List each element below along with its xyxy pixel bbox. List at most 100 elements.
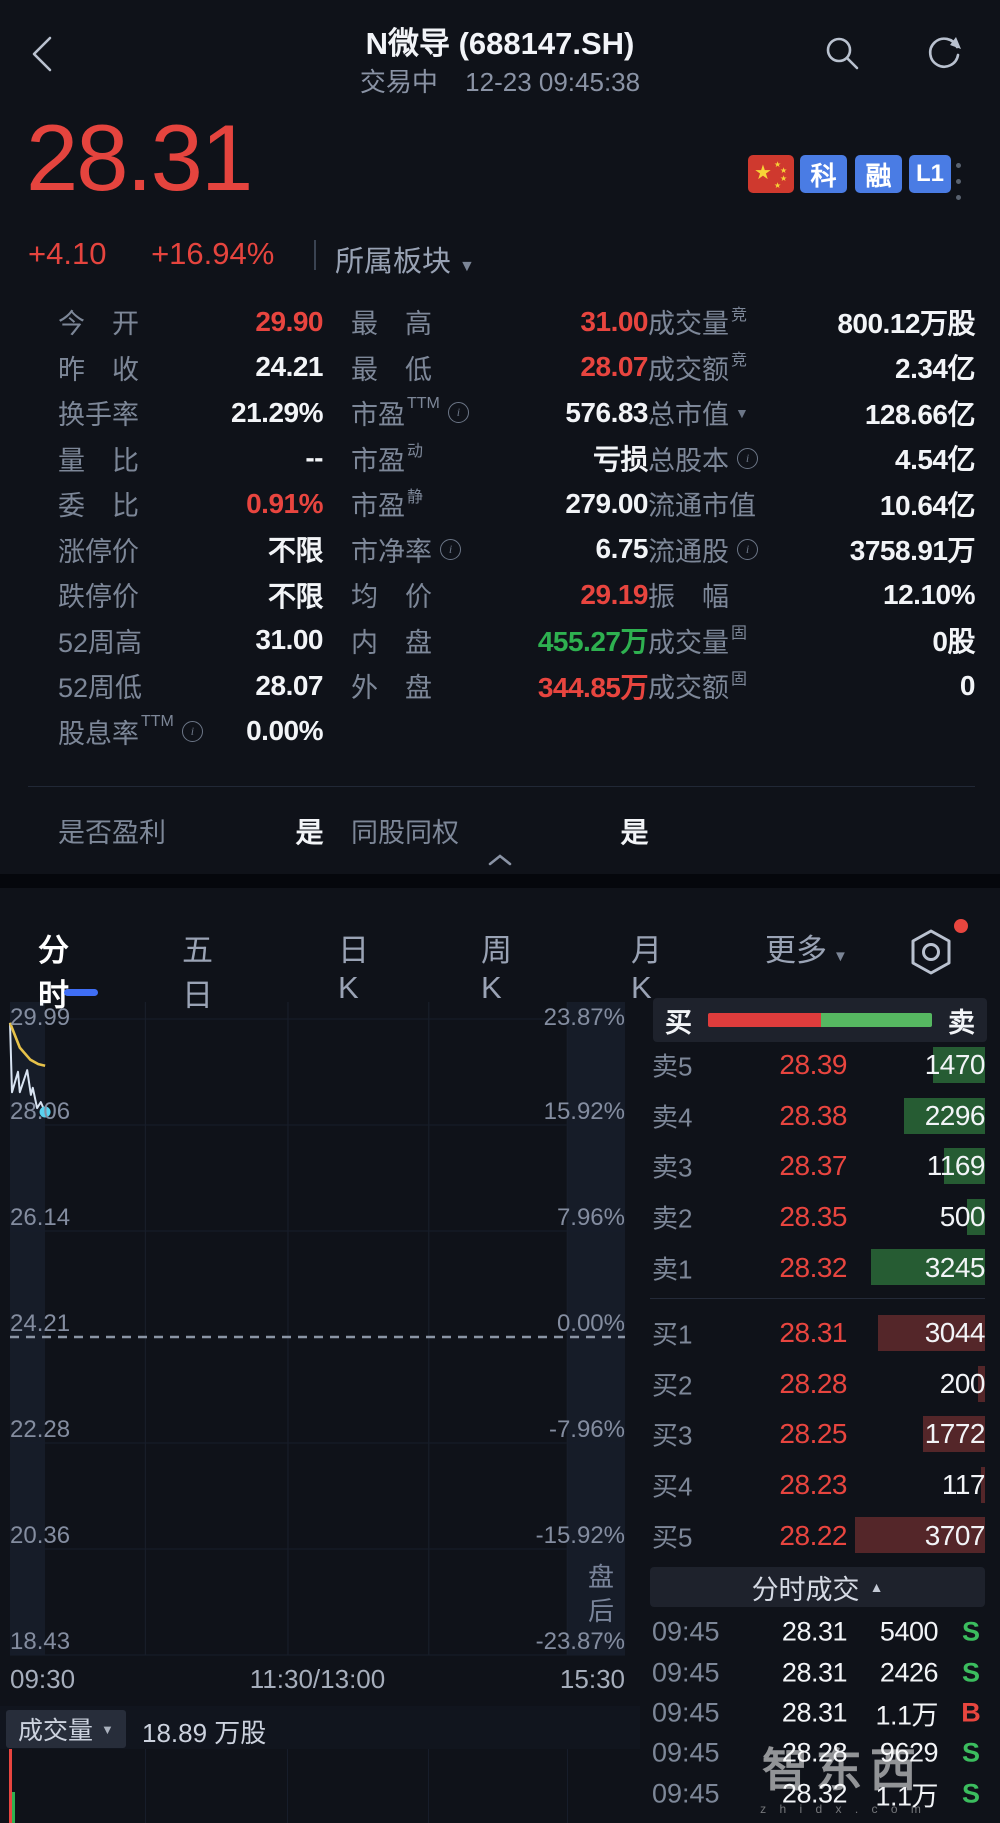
stat-value: 28.07 bbox=[255, 669, 323, 701]
trade-row: 09:45 28.31 2426 S bbox=[640, 1652, 1000, 1692]
stat-value: 3758.91万 bbox=[849, 535, 976, 567]
stat-label: 量 比 bbox=[58, 445, 139, 476]
order-price: 28.35 bbox=[779, 1201, 847, 1233]
buy-ratio-segment bbox=[708, 1013, 822, 1027]
buy-row[interactable]: 买3 28.25 1772 bbox=[640, 1409, 1000, 1460]
buy-row[interactable]: 买2 28.28 200 bbox=[640, 1359, 1000, 1410]
avg-price-line bbox=[8, 1022, 46, 1068]
order-qty-bar bbox=[923, 1416, 985, 1453]
info-icon[interactable]: i bbox=[181, 720, 203, 742]
stat-value: 不限 bbox=[267, 535, 324, 567]
stat-cell: 市净率 i 6.75 bbox=[323, 527, 648, 573]
sell-row[interactable]: 卖5 28.39 1470 bbox=[640, 1040, 1000, 1091]
stat-value: 128.66亿 bbox=[864, 398, 976, 430]
trade-row: 09:45 28.28 9629 S bbox=[640, 1733, 1000, 1773]
stat-value: 279.00 bbox=[565, 487, 648, 519]
tab-五日[interactable]: 五日 bbox=[182, 933, 213, 1013]
volume-indicator-selector[interactable]: 成交量 ▼ bbox=[6, 1710, 126, 1748]
trade-price: 28.31 bbox=[781, 1657, 848, 1688]
info-icon[interactable]: i bbox=[440, 538, 461, 560]
stat-label: 换手率 bbox=[58, 400, 139, 431]
price-change: +4.10 bbox=[28, 236, 107, 271]
sell-row[interactable]: 卖3 28.37 1169 bbox=[640, 1141, 1000, 1192]
badge-l1[interactable]: L1 bbox=[909, 155, 951, 193]
intraday-chart[interactable] bbox=[0, 1000, 640, 1660]
stat-label: 最 高 bbox=[351, 309, 432, 340]
sell-row[interactable]: 卖2 28.35 500 bbox=[640, 1192, 1000, 1243]
stat-value: 21.29% bbox=[231, 396, 323, 428]
stat-label: 成交额竞 bbox=[648, 348, 747, 387]
stat-cell: 流通股 i 3758.91万 bbox=[648, 527, 976, 573]
sell-row[interactable]: 卖4 28.38 2296 bbox=[640, 1091, 1000, 1142]
stat-value: 2.34亿 bbox=[895, 353, 976, 385]
screenshot-icon[interactable] bbox=[908, 928, 954, 978]
trade-price: 28.31 bbox=[781, 1616, 848, 1647]
order-qty: 200 bbox=[939, 1367, 986, 1399]
stat-cell: 成交额竞 2.34亿 bbox=[648, 345, 976, 391]
order-qty-bar bbox=[978, 1365, 985, 1402]
sell-row[interactable]: 卖1 28.32 3245 bbox=[640, 1242, 1000, 1293]
sell-ratio-segment bbox=[821, 1013, 932, 1027]
trade-row: 09:45 28.31 5400 S bbox=[640, 1612, 1000, 1652]
stat-label: 涨停价 bbox=[58, 536, 139, 567]
tab-more[interactable]: 更多 ▼ bbox=[765, 925, 848, 970]
stat-label: 52周高 bbox=[58, 627, 143, 658]
sector-selector[interactable]: 所属板块 ▼ bbox=[335, 238, 475, 280]
stat-cell: 总市值 ▼ 128.66亿 bbox=[648, 390, 976, 436]
trading-status-bar: 交易中 12-23 09:45:38 bbox=[0, 62, 1000, 99]
order-price: 28.25 bbox=[779, 1418, 847, 1450]
profit-value: 是 bbox=[295, 816, 323, 848]
tab-分时[interactable]: 分时 bbox=[38, 933, 69, 1013]
svg-text:★: ★ bbox=[754, 162, 772, 184]
volume-value: 18.89 万股 bbox=[142, 1718, 267, 1748]
stat-label-superscript: 竞 bbox=[731, 352, 748, 370]
info-icon[interactable]: i bbox=[737, 447, 758, 469]
trades-header[interactable]: 分时成交 ▲ bbox=[650, 1567, 985, 1607]
stat-cell: 跌停价 不限 bbox=[28, 572, 324, 618]
price-change-row: +4.10 +16.94% bbox=[28, 236, 274, 272]
search-icon[interactable] bbox=[822, 33, 862, 73]
back-icon[interactable] bbox=[26, 34, 60, 74]
stat-value: -- bbox=[305, 442, 323, 474]
refresh-icon[interactable] bbox=[924, 33, 964, 73]
trade-price: 28.28 bbox=[781, 1737, 848, 1768]
buy-row[interactable]: 买5 28.22 3707 bbox=[640, 1510, 1000, 1561]
stat-label: 市净率 i bbox=[351, 530, 461, 569]
trade-side: S bbox=[961, 1778, 980, 1809]
trades-list: 09:45 28.31 5400 S 09:45 28.31 2426 S 09:45 28.31… bbox=[640, 1612, 1000, 1814]
stat-label: 市盈动 bbox=[351, 439, 423, 478]
stat-value: 29.90 bbox=[255, 305, 323, 337]
trade-side: S bbox=[961, 1657, 980, 1688]
caret-down-icon: ▼ bbox=[833, 948, 848, 965]
caret-down-icon[interactable]: ▼ bbox=[735, 404, 749, 421]
tab-周K[interactable]: 周K bbox=[481, 933, 512, 1005]
profit-cell: 是否盈利 是 bbox=[28, 808, 323, 853]
info-icon[interactable]: i bbox=[447, 402, 469, 424]
tab-月K[interactable]: 月K bbox=[631, 933, 662, 1005]
caret-down-icon: ▼ bbox=[101, 1721, 114, 1737]
info-icon[interactable]: i bbox=[737, 538, 758, 560]
trade-time: 09:45 bbox=[652, 1737, 720, 1768]
stat-label: 成交量竞 bbox=[648, 302, 747, 341]
tab-日K[interactable]: 日K bbox=[338, 933, 369, 1005]
order-price: 28.22 bbox=[779, 1519, 847, 1551]
collapse-chevron-icon[interactable] bbox=[487, 853, 513, 867]
stat-label-superscript: 竞 bbox=[731, 306, 748, 324]
time-tick: 15:30 bbox=[559, 1664, 625, 1694]
kebab-icon[interactable] bbox=[956, 152, 961, 211]
buy-row[interactable]: 买1 28.31 3044 bbox=[640, 1308, 1000, 1359]
time-tick: 09:30 bbox=[10, 1664, 76, 1694]
order-qty-bar bbox=[855, 1517, 985, 1554]
stat-cell: 股息率 TTM i 0.00% bbox=[28, 709, 323, 755]
buy-row[interactable]: 买4 28.23 117 bbox=[640, 1460, 1000, 1511]
badge-tech[interactable]: 科 bbox=[800, 155, 847, 193]
stat-value: 29.19 bbox=[580, 578, 648, 610]
order-qty: 3707 bbox=[924, 1519, 986, 1551]
order-price: 28.38 bbox=[779, 1099, 847, 1131]
order-qty: 117 bbox=[941, 1469, 986, 1501]
stat-label: 跌停价 bbox=[58, 582, 139, 613]
badge-margin[interactable]: 融 bbox=[855, 155, 902, 193]
order-qty: 3245 bbox=[924, 1251, 986, 1283]
tab-more-label: 更多 bbox=[765, 933, 827, 968]
